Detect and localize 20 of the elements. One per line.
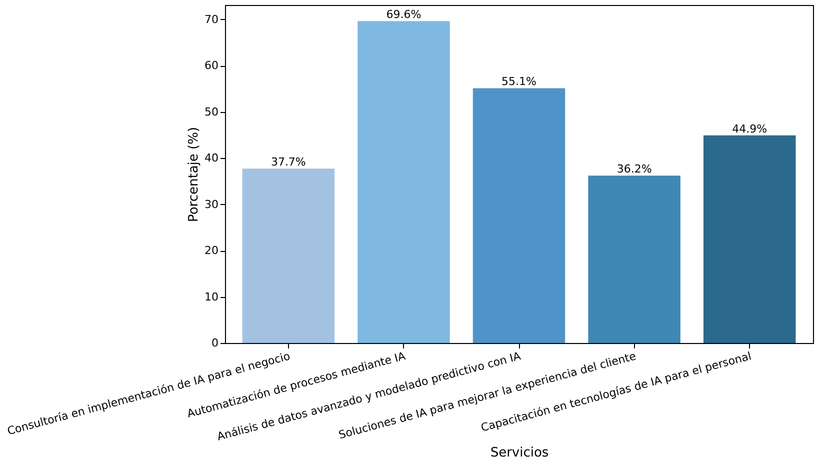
data-label: 37.7% <box>270 156 306 169</box>
x-axis-title: Servicios <box>490 445 549 460</box>
data-label: 69.6% <box>386 8 422 22</box>
y-tick-label: 20 <box>204 244 218 258</box>
bar <box>703 135 796 343</box>
data-label: 55.1% <box>502 75 536 88</box>
bar <box>472 88 566 343</box>
y-tick-label: 60 <box>204 59 218 72</box>
data-label: 44.9% <box>732 122 768 136</box>
bar <box>588 176 680 343</box>
bar <box>358 21 450 343</box>
data-label: 36.2% <box>616 162 652 176</box>
y-tick-label: 40 <box>204 152 218 165</box>
y-tick-label: 10 <box>204 290 218 304</box>
y-tick-label: 0 <box>212 336 218 350</box>
y-tick-label: 70 <box>204 12 218 26</box>
y-tick-label: 50 <box>204 105 218 118</box>
bar <box>242 168 335 343</box>
y-tick-label: 30 <box>204 198 218 211</box>
y-axis-title: Porcentaje (%) <box>186 126 202 222</box>
